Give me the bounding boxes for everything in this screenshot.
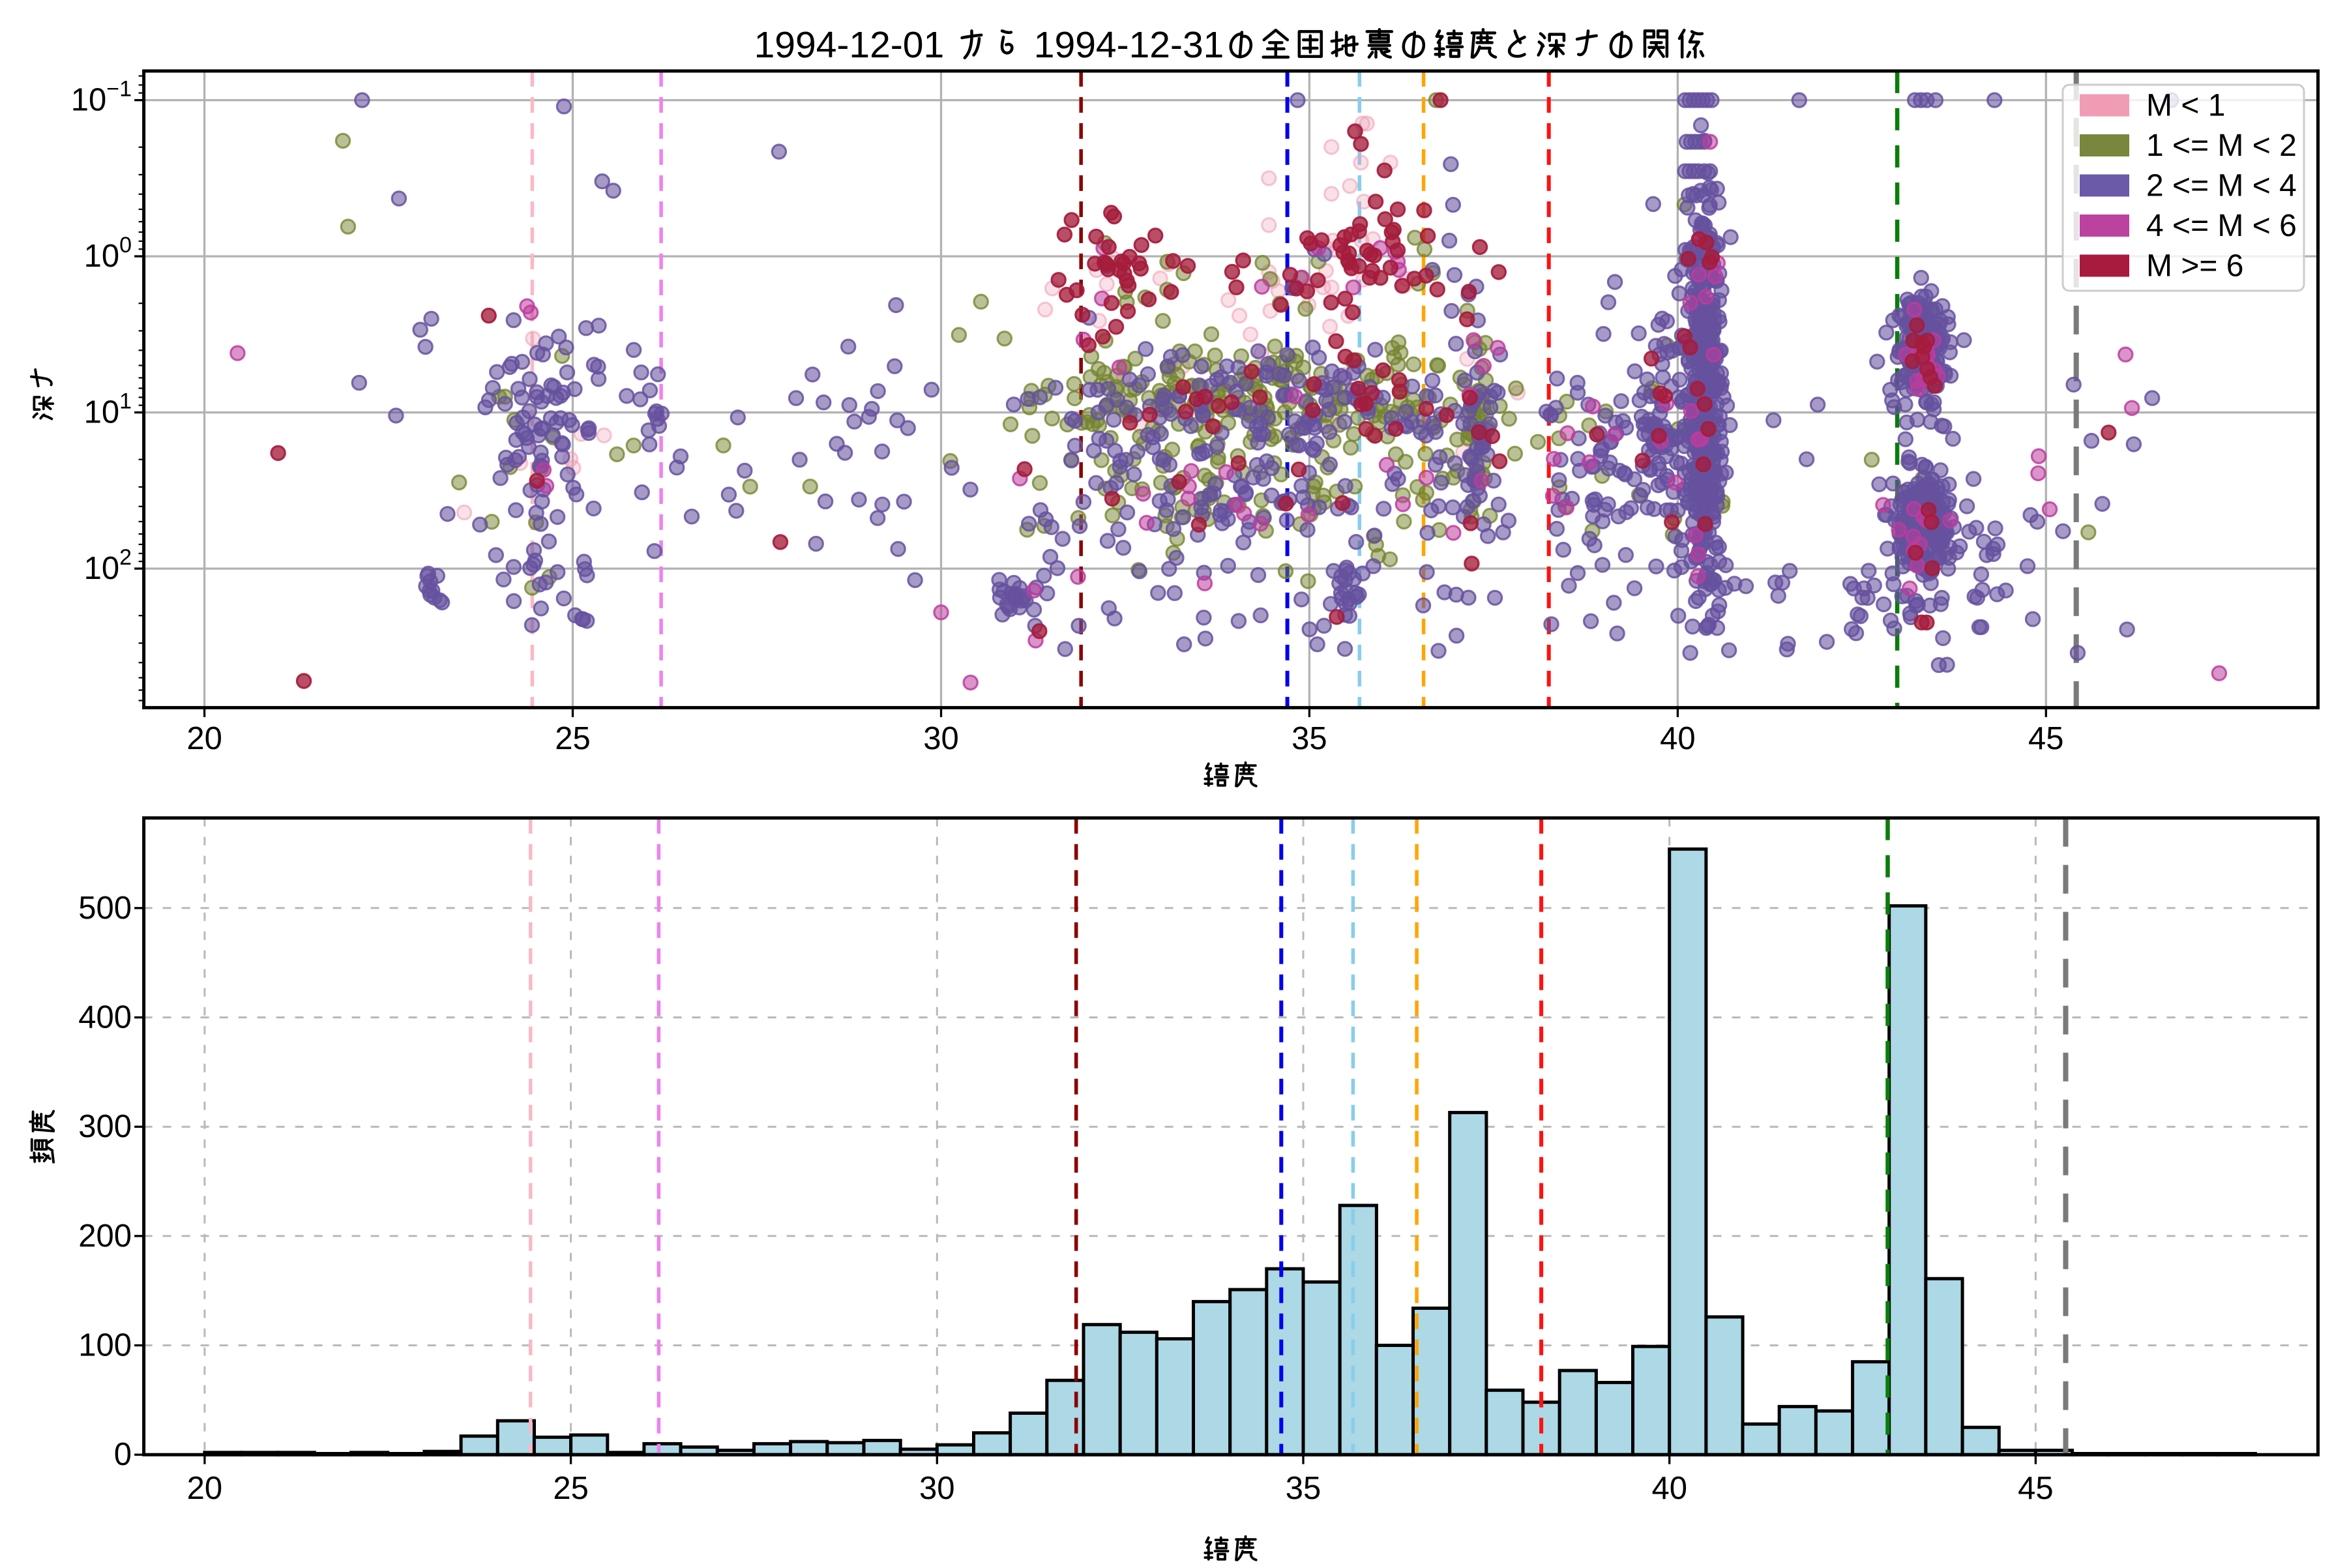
svg-text:45: 45 — [2018, 1471, 2054, 1506]
svg-text:25: 25 — [555, 721, 591, 756]
svg-text:35: 35 — [1286, 1471, 1321, 1506]
svg-text:500: 500 — [78, 891, 132, 926]
svg-text:2 <= M < 4: 2 <= M < 4 — [2146, 169, 2297, 203]
svg-text:100: 100 — [78, 1328, 132, 1363]
svg-text:35: 35 — [1292, 721, 1327, 756]
svg-text:200: 200 — [78, 1219, 132, 1254]
svg-text:1994-12-31: 1994-12-31 — [1034, 24, 1224, 66]
svg-text:30: 30 — [919, 1471, 955, 1506]
svg-text:300: 300 — [78, 1109, 132, 1144]
svg-text:4 <= M < 6: 4 <= M < 6 — [2146, 209, 2297, 243]
svg-text:M >= 6: M >= 6 — [2146, 249, 2243, 284]
svg-text:30: 30 — [923, 721, 959, 756]
svg-text:20: 20 — [187, 1471, 223, 1506]
svg-text:25: 25 — [553, 1471, 589, 1506]
svg-text:1 <= M < 2: 1 <= M < 2 — [2146, 128, 2297, 163]
svg-text:45: 45 — [2028, 721, 2064, 756]
svg-text:40: 40 — [1660, 721, 1696, 756]
svg-text:M < 1: M < 1 — [2146, 89, 2225, 123]
svg-text:400: 400 — [78, 1000, 132, 1035]
svg-text:40: 40 — [1651, 1471, 1687, 1506]
svg-text:20: 20 — [186, 721, 222, 756]
svg-text:0: 0 — [114, 1437, 132, 1472]
svg-text:1994-12-01: 1994-12-01 — [754, 24, 945, 66]
